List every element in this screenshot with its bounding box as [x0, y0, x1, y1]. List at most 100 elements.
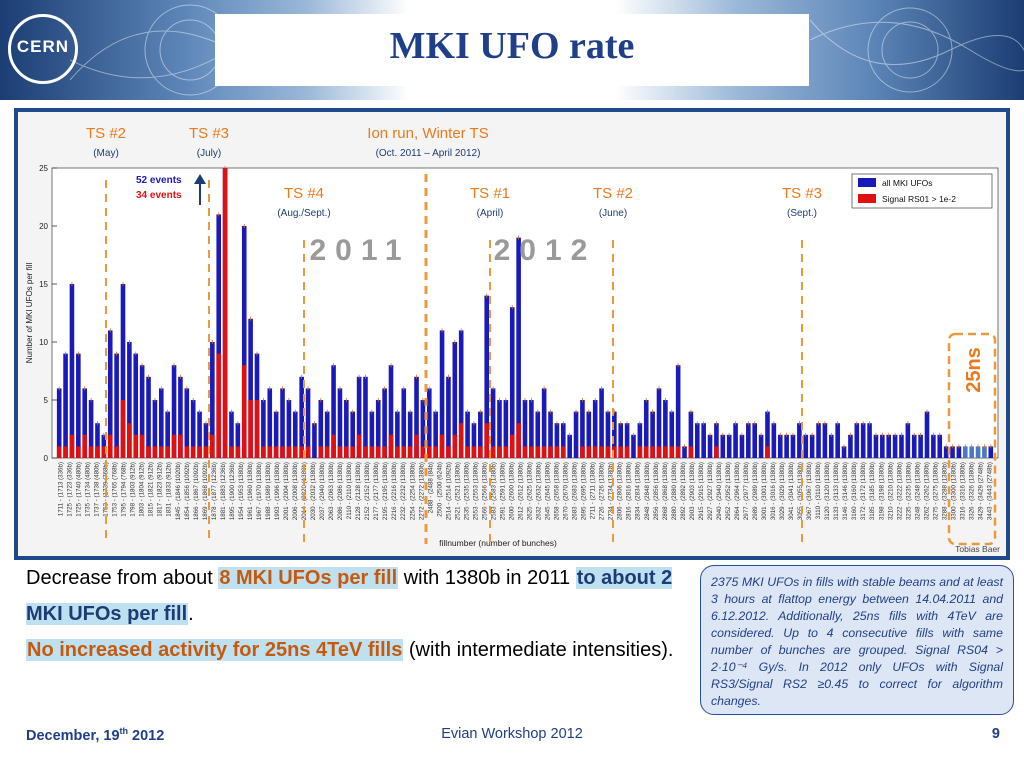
bar-signal-rs01	[120, 400, 126, 458]
x-tick-label: 1725 - (1740 (480b)	[76, 462, 83, 517]
bar-signal-rs01	[171, 434, 177, 458]
footer-event: Evian Workshop 2012	[441, 726, 583, 742]
x-tick-label: 2848 - (2848 (1380b)	[644, 462, 651, 520]
x-tick-label: 2006 - (2008 (1380b)	[292, 462, 299, 520]
bar-all-mki-ufos	[312, 423, 317, 458]
bar-all-mki-ufos	[369, 411, 375, 458]
bar-all-mki-ufos	[605, 411, 611, 458]
x-tick-label: 2128 - (2128 (1380b)	[355, 462, 362, 520]
bar-all-mki-ufos	[286, 400, 292, 458]
bar-signal-rs01	[592, 446, 598, 458]
bar-signal-rs01	[605, 446, 611, 458]
bar-signal-rs01	[497, 446, 502, 458]
y-tick-label: 0	[44, 454, 49, 463]
x-tick-label: 1795 - (1794 (768b)	[121, 462, 128, 517]
x-tick-label: 3110 - (3110 (1380b)	[815, 462, 822, 519]
bar-signal-rs01	[337, 446, 343, 458]
bar-all-mki-ufos	[765, 411, 770, 458]
bar-all-mki-ufos	[503, 400, 509, 458]
bar-signal-rs01	[107, 434, 113, 458]
bar-all-mki-ufos	[688, 411, 694, 458]
annotation-label: TS #1	[470, 185, 510, 202]
bar-all-mki-ufos	[439, 330, 445, 458]
ufo-rate-chart: 0 5 10 15 20 25 Number of MKI UFOs per fill 1…	[18, 112, 1006, 556]
x-tick-label: 2625 - (2625 (1380b)	[527, 462, 534, 520]
x-tick-label: 1803 - (1804 (912b)	[139, 462, 146, 517]
bar-all-mki-ufos	[899, 434, 904, 458]
bar-all-mki-ufos	[841, 446, 847, 458]
x-tick-label: 2927 - (2927 (1380b)	[707, 462, 714, 520]
x-tick-label: 2177 - (2177 (1380b)	[373, 462, 380, 520]
year-label-2012: 2012	[494, 234, 597, 267]
bar-signal-rs01	[261, 446, 266, 458]
x-tick-label: 3262 - (3262 (1380b)	[923, 462, 930, 520]
bar-all-mki-ufos	[178, 376, 183, 458]
bar-all-mki-ufos	[943, 446, 949, 458]
x-tick-label: 2658 - (2658 (1380b)	[554, 462, 561, 520]
caption: Decrease from about 8 MKI UFOs per fill …	[26, 560, 696, 668]
bar-signal-rs01	[369, 446, 375, 458]
bar-signal-rs01	[548, 446, 553, 458]
bar-all-mki-ufos	[771, 423, 777, 458]
bar-all-mki-ufos	[407, 411, 413, 458]
bar-all-mki-ufos	[88, 400, 94, 458]
bar-all-mki-ufos	[758, 434, 764, 458]
bar-signal-rs01	[344, 446, 349, 458]
bar-all-mki-ufos	[139, 365, 145, 458]
x-tick-label: 2553 - (2553 (1380b)	[472, 462, 479, 520]
bar-signal-rs01	[197, 446, 202, 458]
bar-all-mki-ufos	[694, 423, 700, 458]
bar-signal-rs01	[280, 446, 285, 458]
x-tick-label: 3248 - (3248 (1380b)	[914, 462, 921, 520]
y-axis-label: Number of MKI UFOs per fill	[25, 263, 34, 364]
bar-all-mki-ufos	[803, 434, 809, 458]
caption-highlight-3: No increased activity for 25ns 4TeV fill…	[26, 639, 404, 661]
bar-all-mki-ufos	[63, 353, 68, 458]
bar-signal-rs01	[580, 446, 585, 458]
bar-signal-rs01	[401, 446, 407, 458]
bar-all-mki-ufos	[95, 423, 100, 458]
bar-all-mki-ufos	[975, 446, 981, 458]
x-tick-label: 2535 - (2535 (1380b)	[463, 462, 470, 520]
bar-signal-rs01	[114, 446, 119, 458]
x-tick-label: 3300 - (3300 (1380b)	[950, 462, 957, 520]
bar-all-mki-ufos	[420, 400, 426, 458]
legend-swatch-signal	[858, 194, 876, 203]
x-tick-label: 2915 - (2915 (1380b)	[698, 462, 705, 520]
x-tick-label: 2086 - (2086 (1380b)	[337, 462, 344, 520]
bar-all-mki-ufos	[777, 434, 783, 458]
bar-signal-rs01	[637, 446, 643, 458]
cern-logo	[8, 14, 78, 84]
bar-all-mki-ufos	[873, 434, 879, 458]
bar-all-mki-ufos	[828, 434, 834, 458]
bar-all-mki-ufos	[835, 423, 840, 458]
cern-logo-text: CERN	[16, 37, 70, 56]
x-tick-label: 2152 - (2152 (1380b)	[364, 462, 371, 520]
x-tick-label: 3210 - (3210 (1380b)	[887, 462, 894, 520]
x-tick-label: 3016 - (3016 (1380b)	[770, 462, 777, 520]
bar-all-mki-ufos	[235, 423, 241, 458]
bar-signal-rs01	[139, 434, 145, 458]
bar-all-mki-ufos	[388, 365, 394, 458]
bar-all-mki-ufos	[816, 423, 821, 458]
bar-signal-rs01	[612, 446, 617, 458]
bar-all-mki-ufos	[848, 434, 853, 458]
bar-signal-rs01	[241, 365, 247, 458]
bar-all-mki-ufos	[650, 411, 655, 458]
bar-all-mki-ufos	[375, 400, 381, 458]
bar-all-mki-ufos	[720, 434, 726, 458]
chart-credit: Tobias Baer	[955, 544, 1000, 554]
bar-signal-rs01	[420, 446, 426, 458]
bar-signal-rs01	[663, 446, 668, 458]
x-tick-label: 2612 - (2612 (1380b)	[517, 462, 524, 520]
bar-all-mki-ufos	[560, 423, 566, 458]
bar-signal-rs01	[407, 446, 413, 458]
bar-signal-rs01	[586, 446, 592, 458]
bar-all-mki-ufos	[190, 400, 196, 458]
bar-all-mki-ufos	[350, 411, 356, 458]
x-tick-label: 2880 - (2880 (1380b)	[671, 462, 678, 520]
bar-all-mki-ufos	[280, 388, 285, 458]
bar-all-mki-ufos	[382, 388, 387, 458]
all-events-count: 52 events	[136, 175, 182, 186]
caption-text-1b: with 1380b in 2011	[398, 567, 576, 589]
